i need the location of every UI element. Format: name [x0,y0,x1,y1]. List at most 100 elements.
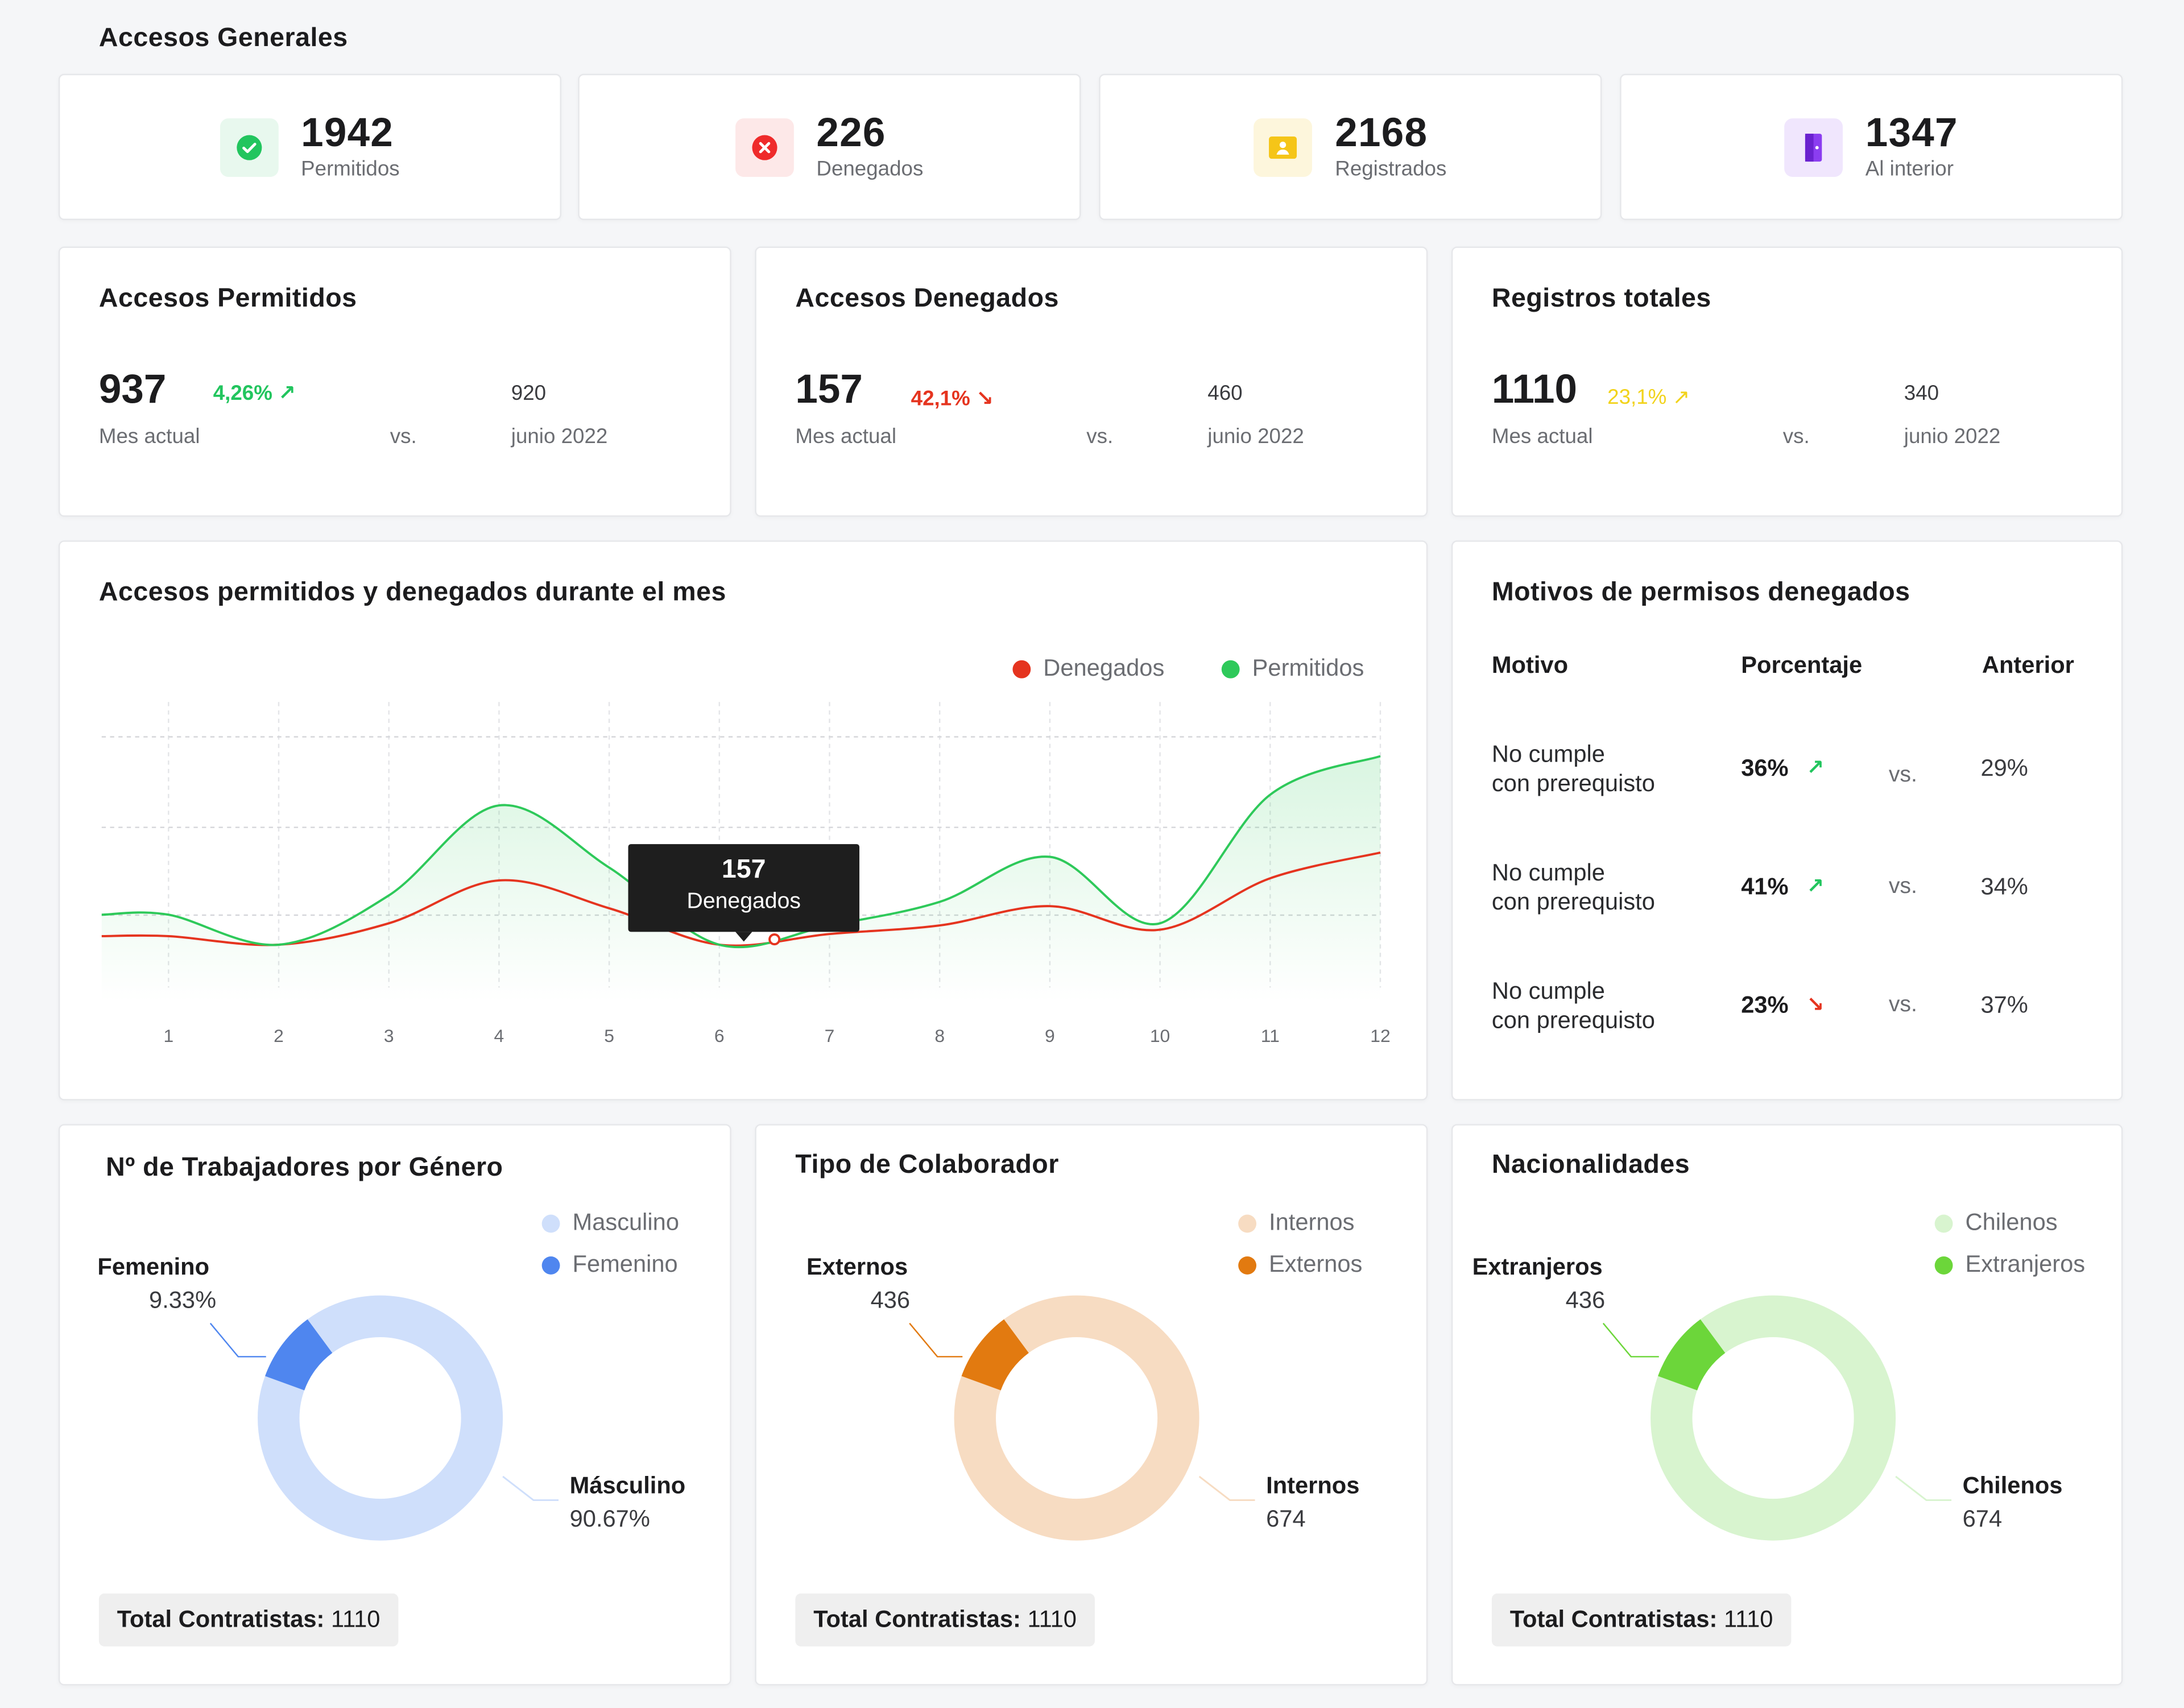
motivo-vs: vs. [1888,763,1917,787]
data-point-denegados[interactable] [166,933,171,939]
card-title: Registros totales [1491,284,1711,314]
donut-card-genero: Nº de Trabajadores por Género Masculino … [58,1124,731,1686]
door-icon [1784,117,1843,176]
x-tick-label: 4 [494,1025,504,1046]
data-point-permitidos[interactable] [1047,854,1053,860]
data-point-denegados[interactable] [1267,875,1273,881]
kpi-value: 1347 [1865,111,1958,156]
stat-period: junio 2022 [1207,424,1304,449]
card-title: Nº de Trabajadores por Género [106,1153,503,1183]
x-tick-label: 10 [1150,1025,1170,1046]
data-point-denegados[interactable] [1157,927,1163,933]
motivos-card: Motivos de permisos denegados Motivo Por… [1451,540,2123,1101]
line-chart-card: Accesos permitidos y denegados durante e… [58,540,1428,1101]
data-point-denegados[interactable] [606,905,612,911]
leader-line-small [909,1322,963,1358]
kpi-value: 226 [816,111,886,156]
data-point-permitidos[interactable] [1267,792,1273,797]
legend-femenino[interactable]: Femenino [541,1251,678,1279]
table-header-anterior: Anterior [1982,652,2074,679]
total-badge: Total Contratistas: 1110 [1491,1593,1792,1647]
stat-vs: vs. [1086,424,1114,449]
kpi-label: Al interior [1865,157,1954,181]
x-tick-label: 2 [274,1025,284,1046]
small-segment-label: Femenino [97,1254,210,1280]
motivo-text: No cumple con prerequisto [1491,859,1655,915]
legend-label: Permitidos [1252,655,1364,681]
card-title: Accesos Denegados [795,284,1059,314]
big-segment-value: 674 [1266,1506,1306,1532]
data-point-denegados[interactable] [1378,850,1383,855]
leader-line-large [1895,1475,1952,1502]
card-title: Accesos permitidos y denegados durante e… [98,578,726,607]
legend-externos[interactable]: Externos [1238,1251,1362,1279]
data-point-denegados[interactable] [1047,903,1053,909]
donut-card-colaborador: Tipo de Colaborador Internos Externos Ex… [755,1124,1428,1686]
motivo-percentage: 36% [1741,755,1789,781]
stat-change: 4,26% ↗ [213,381,296,406]
total-value: 1110 [1724,1606,1773,1633]
data-point-denegados[interactable] [386,920,392,926]
arrow-up-right-icon: ↗ [1806,874,1825,899]
legend-extranjeros[interactable]: Extranjeros [1934,1251,2085,1279]
stat-value: 1110 [1491,367,1578,412]
motivo-text: No cumple con prerequisto [1491,978,1655,1034]
data-point-denegados[interactable] [497,878,502,883]
legend-permitidos[interactable]: Permitidos [1221,655,1364,683]
data-point-permitidos[interactable] [166,912,171,917]
x-tick-label: 6 [714,1025,725,1046]
legend-dot [1934,1214,1953,1233]
stat-card-registros: Registros totales 1110 23,1% ↗ 340 Mes a… [1451,246,2123,517]
table-header-motivo: Motivo [1491,652,1569,679]
big-segment-label: Internos [1266,1472,1360,1499]
data-point-permitidos[interactable] [497,803,502,808]
legend-label: Chilenos [1965,1209,2058,1236]
chart-tooltip: 157 Denegados [628,844,860,942]
data-point-permitidos[interactable] [606,865,612,870]
leader-line-small [209,1322,266,1358]
data-point-permitidos[interactable] [1157,920,1163,926]
legend-masculino[interactable]: Masculino [541,1209,679,1237]
kpi-card-registrados[interactable]: 2168 Registrados [1099,73,1602,220]
kpi-card-permitidos[interactable]: 1942 Permitidos [58,73,561,220]
kpi-card-denegados[interactable]: 226 Denegados [578,73,1081,220]
kpi-label: Denegados [816,157,924,181]
x-tick-label: 12 [1370,1025,1390,1046]
small-segment-value: 436 [870,1287,911,1314]
motivo-text: No cumple con prerequisto [1491,741,1655,797]
data-point-denegados[interactable] [937,923,942,928]
donut-segment-large[interactable] [258,1295,503,1541]
big-segment-label: Chilenos [1962,1472,2063,1499]
data-point-permitidos[interactable] [1378,754,1383,759]
data-point-permitidos[interactable] [937,899,942,905]
stat-previous: 920 [511,382,547,406]
legend-chilenos[interactable]: Chilenos [1934,1209,2058,1237]
arrow-up-right-icon: ↗ [1672,386,1690,410]
kpi-label: Permitidos [301,157,400,181]
kpi-value: 1942 [301,111,394,156]
donut-segment-large[interactable] [1651,1295,1896,1541]
kpi-card-interior[interactable]: 1347 Al interior [1620,73,2123,220]
motivo-percentage: 41% [1741,873,1789,900]
data-point-permitidos[interactable] [717,942,722,948]
donut-segment-small[interactable] [250,1288,510,1548]
data-point-denegados[interactable] [827,931,833,937]
stat-change-value: 23,1% [1607,386,1667,410]
card-title: Accesos Permitidos [98,284,357,314]
donut-segment-large[interactable] [954,1295,1199,1541]
data-point-permitidos[interactable] [276,942,282,948]
highlight-point[interactable] [768,933,781,946]
legend-internos[interactable]: Internos [1238,1209,1354,1237]
legend-dot [1238,1214,1256,1233]
stat-previous: 460 [1207,382,1243,406]
stat-card-permitidos: Accesos Permitidos 937 4,26% ↗ 920 Mes a… [58,246,731,517]
data-point-permitidos[interactable] [386,892,392,898]
legend-denegados[interactable]: Denegados [1012,655,1164,683]
stat-current-label: Mes actual [1491,424,1593,449]
legend-label: Femenino [572,1251,678,1277]
total-label: Total Contratistas: [813,1606,1021,1633]
total-value: 1110 [331,1606,380,1633]
total-label: Total Contratistas: [117,1606,325,1633]
arrow-up-right-icon: ↗ [278,382,296,406]
